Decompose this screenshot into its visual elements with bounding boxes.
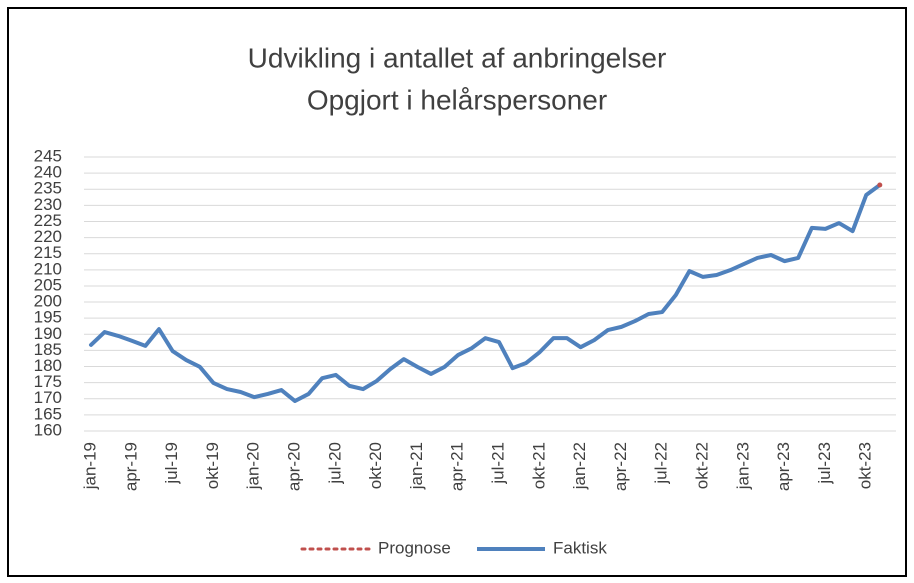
y-tick-label: 220	[34, 227, 62, 246]
x-tick-label: okt-23	[856, 442, 875, 489]
y-tick-label: 180	[34, 356, 62, 375]
y-tick-label: 210	[34, 259, 62, 278]
x-tick-label: jul-20	[325, 442, 344, 485]
x-tick-label: okt-22	[692, 442, 711, 489]
chart-subtitle: Opgjort i helårspersoner	[307, 84, 607, 115]
y-tick-label: 240	[34, 163, 62, 182]
y-tick-label: 205	[34, 275, 62, 294]
y-tick-label: 225	[34, 211, 62, 230]
x-tick-label: jan-21	[407, 442, 426, 490]
x-tick-label: okt-19	[203, 442, 222, 489]
x-tick-label: apr-20	[284, 442, 303, 491]
data-line	[89, 183, 882, 404]
chart-frame	[7, 7, 907, 577]
y-tick-label: 230	[34, 195, 62, 214]
x-tick-label: jan-19	[80, 442, 99, 490]
y-tick-label: 215	[34, 243, 62, 262]
x-tick-label: okt-21	[529, 442, 548, 489]
y-tick-label: 245	[34, 146, 62, 165]
x-tick-label: jul-21	[488, 442, 507, 485]
x-tick-label: jan-20	[244, 442, 263, 490]
y-tick-label: 170	[34, 388, 62, 407]
y-tick-label: 165	[34, 404, 62, 423]
y-tick-label: 160	[34, 420, 62, 439]
chart-title: Udvikling i antallet af anbringelser	[248, 42, 667, 73]
y-tick-label: 190	[34, 324, 62, 343]
x-tick-label: jan-22	[570, 442, 589, 490]
x-tick-label: apr-22	[611, 442, 630, 491]
x-tick-label: jul-22	[652, 442, 671, 485]
y-tick-label: 235	[34, 179, 62, 198]
x-tick-label: apr-21	[448, 442, 467, 491]
y-tick-label: 185	[34, 340, 62, 359]
x-tick-label: apr-19	[121, 442, 140, 491]
y-tick-label: 200	[34, 292, 62, 311]
x-tick-label: jul-19	[162, 442, 181, 485]
x-tick-label: jul-23	[815, 442, 834, 485]
y-tick-label: 195	[34, 308, 62, 327]
y-tick-label: 175	[34, 372, 62, 391]
x-tick-label: apr-23	[774, 442, 793, 491]
x-tick-label: jan-23	[733, 442, 752, 490]
x-tick-label: okt-20	[366, 442, 385, 489]
legend-label: Faktisk	[553, 538, 607, 557]
legend-label: Prognose	[378, 538, 451, 557]
data-point	[877, 182, 883, 188]
